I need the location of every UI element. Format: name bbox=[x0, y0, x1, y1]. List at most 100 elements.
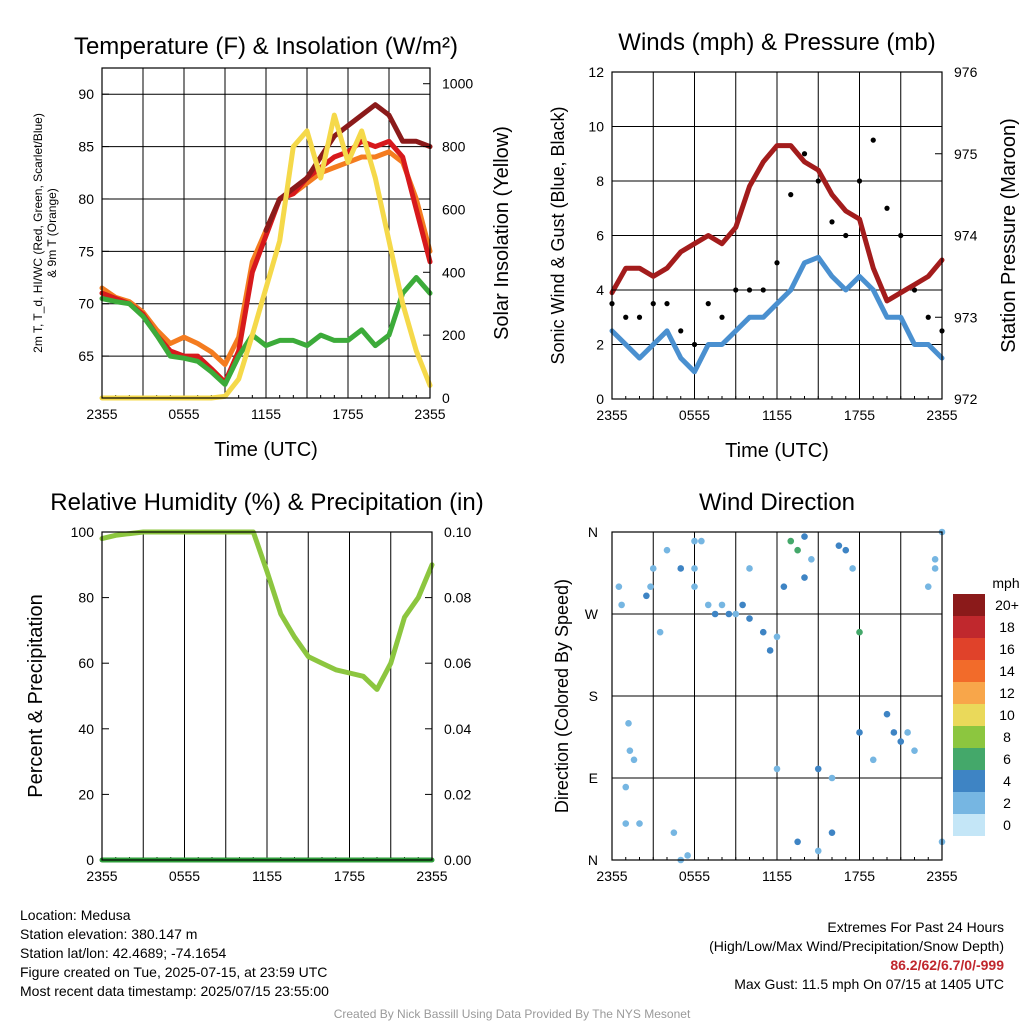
direction-point bbox=[897, 738, 905, 745]
direction-point bbox=[801, 533, 808, 540]
direction-point bbox=[883, 710, 891, 718]
x-tick-label: 2355 bbox=[416, 868, 447, 884]
legend-title: mph bbox=[992, 575, 1019, 591]
y-tick-label: W bbox=[585, 606, 599, 622]
y-tick-label: 70 bbox=[78, 296, 94, 312]
winds-series-line-point bbox=[788, 192, 794, 198]
direction-point bbox=[911, 747, 918, 754]
winds-series-line bbox=[609, 143, 945, 304]
temperature-series-line bbox=[263, 102, 433, 233]
x-axis-label: Time (UTC) bbox=[725, 440, 829, 462]
recent-data-text: Most recent data timestamp: 2025/07/15 2… bbox=[20, 983, 329, 999]
y-right-axis-label: Solar Insolation (Yellow) bbox=[491, 126, 513, 340]
direction-point bbox=[856, 729, 863, 736]
legend-swatch bbox=[953, 616, 985, 638]
direction-point bbox=[746, 565, 753, 572]
legend-swatch bbox=[953, 748, 985, 770]
direction-point bbox=[766, 647, 774, 654]
winds-panel: 2355 0555 1155 1755 235502468101297297397497… bbox=[548, 29, 1020, 462]
direction-point bbox=[828, 829, 836, 836]
extremes-values: 86.2/62/6.7/0/-999 bbox=[890, 957, 1004, 973]
y-right-tick-label: 0.10 bbox=[444, 524, 471, 540]
location-text: Location: Medusa bbox=[20, 907, 131, 923]
x-tick-label: 2355 bbox=[926, 868, 957, 884]
y-right-tick-label: 974 bbox=[954, 228, 978, 244]
x-axis-label: Time (UTC) bbox=[214, 439, 318, 461]
direction-point bbox=[636, 820, 643, 827]
legend-swatch bbox=[953, 594, 985, 616]
y-tick-label: 100 bbox=[71, 524, 95, 540]
y-tick-label: 90 bbox=[78, 86, 94, 102]
plot-border bbox=[101, 531, 433, 861]
legend-label: 2 bbox=[1003, 795, 1011, 811]
direction-point bbox=[656, 628, 664, 636]
humidity-panel: 2355 0555 1155 1755 23550204060801000.000.02… bbox=[25, 489, 484, 884]
direction-point bbox=[924, 583, 932, 590]
x-tick-label: 2355 bbox=[414, 406, 445, 422]
direction-point bbox=[856, 628, 863, 636]
elevation-text: Station elevation: 380.147 m bbox=[20, 926, 198, 942]
direction-point bbox=[828, 774, 836, 782]
y-axis-label: & 9m T (Orange) bbox=[45, 188, 59, 278]
direction-point bbox=[711, 610, 719, 618]
winds-series-line-point bbox=[733, 287, 739, 293]
panel-title: Wind Direction bbox=[699, 489, 855, 516]
station-info: Location: Medusa Station elevation: 380.… bbox=[20, 906, 329, 1001]
winds-series-line-point bbox=[870, 137, 876, 143]
winds-series-line-point bbox=[829, 219, 835, 225]
y-right-tick-label: 0.08 bbox=[444, 590, 471, 606]
y-tick-label: 20 bbox=[78, 786, 94, 802]
direction-point bbox=[718, 601, 726, 609]
extremes-title: Extremes For Past 24 Hours bbox=[827, 919, 1004, 935]
direction-point bbox=[626, 747, 634, 754]
y-tick-label: 40 bbox=[78, 721, 94, 737]
y-right-tick-label: 0 bbox=[442, 390, 450, 406]
legend-label: 14 bbox=[999, 663, 1015, 679]
y-tick-label: 85 bbox=[78, 139, 94, 155]
y-right-tick-label: 0.00 bbox=[444, 852, 471, 868]
x-tick-label: 1755 bbox=[332, 406, 363, 422]
direction-point bbox=[732, 610, 740, 618]
legend-label: 0 bbox=[1003, 817, 1011, 833]
direction-point bbox=[773, 765, 781, 773]
x-tick-label: 1755 bbox=[844, 407, 875, 423]
panel-title: Winds (mph) & Pressure (mb) bbox=[618, 29, 935, 56]
x-tick-label: 2355 bbox=[926, 407, 957, 423]
credit-text: Created By Nick Bassill Using Data Provi… bbox=[333, 1007, 691, 1021]
y-tick-label: 6 bbox=[596, 228, 604, 244]
x-tick-label: 1755 bbox=[334, 868, 365, 884]
y-tick-label: 60 bbox=[78, 655, 94, 671]
legend-swatch bbox=[953, 770, 985, 792]
direction-point bbox=[931, 556, 939, 563]
latlon-text: Station lat/lon: 42.4689; -74.1654 bbox=[20, 945, 227, 961]
direction-point bbox=[649, 565, 657, 572]
x-tick-label: 2355 bbox=[86, 868, 117, 884]
y-right-tick-label: 800 bbox=[442, 139, 466, 155]
y-right-tick-label: 1000 bbox=[442, 76, 473, 92]
direction-point bbox=[643, 592, 650, 600]
direction-point bbox=[904, 729, 911, 736]
direction-point bbox=[842, 546, 850, 554]
y-tick-label: 2 bbox=[596, 337, 604, 353]
legend-swatch bbox=[953, 682, 985, 704]
direction-point bbox=[615, 583, 623, 590]
y-right-tick-label: 0.02 bbox=[444, 786, 471, 802]
winds-series-line-point bbox=[843, 232, 849, 239]
temperature-series-line bbox=[99, 275, 433, 387]
extremes-info: Extremes For Past 24 Hours (High/Low/Max… bbox=[709, 918, 1004, 994]
y-tick-label: 80 bbox=[78, 590, 94, 606]
winds-series-line-point bbox=[650, 301, 656, 307]
legend-label: 18 bbox=[999, 619, 1015, 635]
winds-series-line-point bbox=[678, 328, 684, 334]
x-tick-label: 0555 bbox=[168, 406, 199, 422]
y-tick-label: 80 bbox=[78, 191, 94, 207]
direction-point bbox=[622, 820, 630, 827]
winds-series-line-point bbox=[884, 205, 890, 211]
y-right-axis-label: Station Pressure (Maroon) bbox=[998, 118, 1020, 353]
direction-point bbox=[739, 601, 746, 609]
y-right-tick-label: 600 bbox=[442, 201, 466, 217]
x-tick-label: 2355 bbox=[86, 406, 117, 422]
legend-label: 12 bbox=[999, 685, 1015, 701]
direction-point bbox=[691, 583, 698, 590]
